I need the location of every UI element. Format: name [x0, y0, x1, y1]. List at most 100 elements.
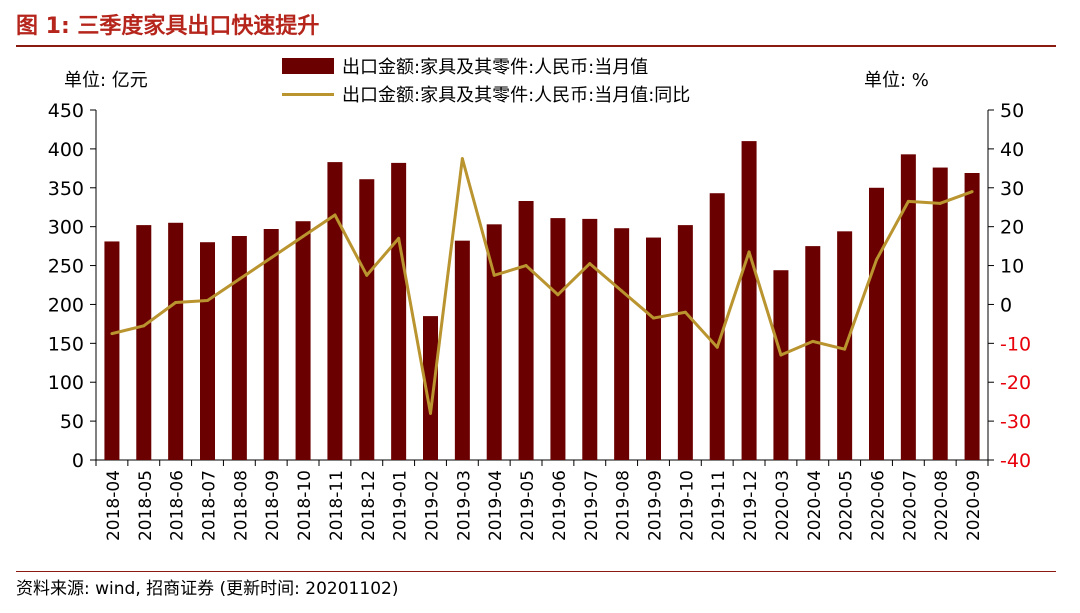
yoy-point [843, 347, 847, 351]
bar-mark [454, 240, 470, 460]
x-tick-label: 2018-06 [168, 470, 188, 541]
x-tick-label: 2020-07 [900, 470, 920, 541]
yoy-point [301, 234, 305, 238]
bar-mark [104, 241, 120, 460]
bar-mark [200, 242, 215, 460]
legend-item-bar: 出口金额:家具及其零件:人民币:当月值 [282, 52, 690, 80]
yoy-point [715, 345, 719, 349]
yoy-point [174, 301, 178, 304]
yoy-point [588, 262, 592, 266]
bar-mark [518, 201, 534, 460]
yoy-point [970, 190, 974, 194]
yoy-point [206, 299, 209, 303]
x-tick-label: 2019-02 [423, 470, 443, 541]
bar-mark [423, 316, 438, 460]
bar-mark [486, 224, 502, 460]
yoy-point [142, 324, 146, 328]
right-tick-label: -20 [1000, 372, 1031, 394]
yoy-point [747, 250, 751, 254]
right-tick-label: -30 [1000, 411, 1031, 433]
x-tick-label: 2018-08 [231, 470, 251, 541]
combo-chart: 0 50 100 150 200 250 300 350 400 450 -40 -30 -20 -10 0… [48, 100, 1031, 541]
left-tick-label: 350 [48, 178, 84, 200]
x-tick-label: 2020-08 [932, 470, 952, 541]
bar-mark [900, 154, 916, 461]
page-title: 图 1: 三季度家具出口快速提升 [16, 14, 320, 39]
left-tick-label: 250 [48, 256, 84, 278]
x-tick-label: 2019-04 [486, 470, 506, 541]
right-tick-label: -10 [1000, 333, 1031, 355]
yoy-point [460, 157, 464, 161]
yoy-point [397, 236, 401, 240]
x-tick-label: 2019-11 [709, 470, 729, 541]
left-tick-label: 0 [72, 450, 84, 472]
bar-mark [964, 173, 980, 460]
bar-mark [359, 179, 375, 460]
yoy-point [365, 273, 369, 277]
bar-mark [327, 162, 343, 460]
yoy-point [269, 256, 273, 260]
bar-mark [677, 225, 693, 460]
bar-mark [136, 225, 152, 460]
title-divider [16, 45, 1056, 47]
x-tick-label: 2019-10 [677, 470, 697, 541]
yoy-point [652, 316, 655, 320]
left-tick-label: 100 [48, 372, 84, 394]
x-tick-label: 2019-08 [614, 470, 634, 541]
bar-mark [391, 162, 407, 460]
right-tick-label: 10 [1000, 256, 1024, 278]
legend-bar-swatch [282, 58, 334, 74]
x-tick-label: 2020-05 [837, 470, 857, 541]
x-tick-label: 2018-12 [359, 470, 379, 541]
yoy-point [938, 201, 942, 205]
left-tick-label: 400 [48, 139, 84, 161]
right-tick-label: 30 [1000, 178, 1024, 200]
yoy-point [779, 353, 783, 357]
left-tick-label: 150 [48, 333, 84, 355]
x-tick-label: 2018-11 [327, 470, 347, 541]
legend-label-line: 出口金额:家具及其零件:人民币:当月值:同比 [342, 85, 691, 106]
yoy-point [556, 293, 560, 297]
bar-mark [550, 218, 566, 460]
footer-divider [16, 571, 1056, 572]
bar-mark [773, 270, 789, 460]
x-tick-label: 2018-05 [136, 470, 156, 541]
yoy-point [492, 273, 496, 277]
yoy-point [683, 310, 687, 314]
right-axis-unit: 单位: % [864, 70, 929, 91]
x-tick-label: 2019-06 [550, 470, 570, 541]
left-axis-unit: 单位: 亿元 [64, 70, 148, 91]
x-tick-label: 2019-01 [391, 470, 411, 541]
right-tick-label: 50 [1000, 100, 1024, 122]
yoy-point [906, 199, 910, 203]
right-tick-label: 20 [1000, 217, 1024, 239]
yoy-point [110, 332, 114, 336]
yoy-point [811, 339, 815, 343]
x-tick-label: 2019-12 [741, 470, 761, 541]
chart-legend: 出口金额:家具及其零件:人民币:当月值 出口金额:家具及其零件:人民币:当月值:… [282, 52, 690, 108]
x-tick-label: 2018-10 [295, 470, 315, 541]
x-tick-label: 2020-06 [869, 470, 889, 541]
bar-mark [231, 236, 247, 460]
bar-mark [709, 193, 725, 460]
right-tick-label: 40 [1000, 139, 1024, 161]
bar-mark [168, 222, 184, 460]
x-tick-label: 2018-04 [104, 470, 124, 541]
x-tick-label: 2020-03 [773, 470, 793, 541]
yoy-point [524, 264, 528, 268]
legend-item-line: 出口金额:家具及其零件:人民币:当月值:同比 [282, 80, 690, 108]
left-tick-label: 300 [48, 217, 84, 239]
x-tick-label: 2019-03 [454, 470, 474, 541]
yoy-line [111, 157, 973, 415]
x-tick-label: 2018-09 [263, 470, 283, 541]
x-tick-label: 2019-09 [646, 470, 666, 541]
yoy-point [429, 411, 432, 415]
x-tick-label: 2019-07 [582, 470, 602, 541]
x-tick-label: 2020-04 [805, 470, 825, 541]
source-note: 资料来源: wind, 招商证券 (更新时间: 20201102) [16, 579, 399, 599]
yoy-point [237, 277, 241, 281]
bar-mark [741, 141, 757, 460]
bar-mark [263, 229, 279, 460]
x-tick-label: 2020-09 [964, 470, 984, 541]
bar-mark [869, 187, 884, 460]
